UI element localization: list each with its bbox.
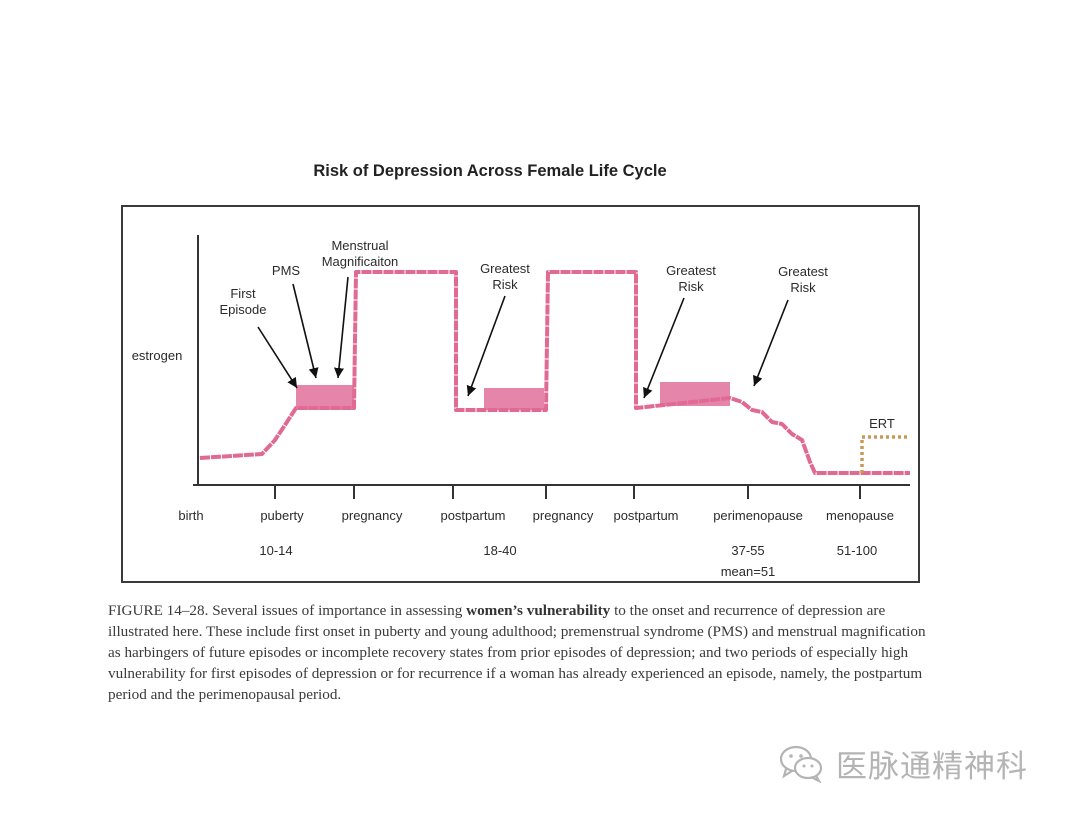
annotation-label: Menstrual <box>331 238 388 253</box>
axes: estrogen <box>132 235 910 486</box>
x-tick-label: birth <box>178 508 203 523</box>
estrogen-curve-layer <box>199 270 910 475</box>
annotation-label: Magnificaiton <box>322 254 399 269</box>
x-tick-label: postpartum <box>440 508 505 523</box>
symptom-block-1 <box>296 385 354 410</box>
ert-line <box>860 435 907 473</box>
chart-frame <box>121 205 920 583</box>
x-tick-label: pregnancy <box>342 508 403 523</box>
watermark: 医脉通精神科 <box>778 740 1028 786</box>
annotation-label: Greatest <box>480 261 530 276</box>
wechat-icon <box>779 745 823 783</box>
annotation-label: Greatest <box>666 263 716 278</box>
annotation-label: Risk <box>678 279 704 294</box>
x-tick-label: pregnancy <box>533 508 594 523</box>
x-range-label: 18-40 <box>483 543 516 558</box>
x-range-label: 37-55 <box>731 543 764 558</box>
symptom-block-2 <box>484 388 544 410</box>
x-ticks: birth puberty pregnancy postpartum pregnancy… <box>178 485 894 579</box>
annotation-arrow <box>257 326 298 389</box>
annotation-label: Greatest <box>778 264 828 279</box>
x-tick-label: perimenopause <box>713 508 803 523</box>
x-range-label: 10-14 <box>259 543 292 558</box>
annotation-label: Risk <box>492 277 518 292</box>
figure-caption: FIGURE 14–28. Several issues of importan… <box>108 600 938 705</box>
x-tick-label: menopause <box>826 508 894 523</box>
estrogen-curve <box>199 270 910 475</box>
x-range-label: 51-100 <box>837 543 877 558</box>
annotation-label: First <box>230 286 256 301</box>
annotation-label: PMS <box>272 263 301 278</box>
annotation-arrow <box>292 283 319 379</box>
caption-suffix: to the onset and recurrence of depressio… <box>108 602 926 703</box>
perimenopause-mean-label: mean=51 <box>721 564 776 579</box>
annotation-arrow <box>334 276 349 379</box>
caption-bold: women’s vulnerability <box>466 602 611 619</box>
annotation-arrow <box>466 295 506 397</box>
annotation-label: Risk <box>790 280 816 295</box>
caption-prefix: FIGURE 14–28. Several issues of importan… <box>108 602 467 619</box>
x-tick-label: puberty <box>260 508 304 523</box>
y-axis-label: estrogen <box>132 348 183 363</box>
annotation-label: Episode <box>220 302 267 317</box>
annotation-arrow <box>753 299 789 387</box>
x-tick-label: postpartum <box>613 508 678 523</box>
watermark-text: 医脉通精神科 <box>836 748 1028 785</box>
chart-title: Risk of Depression Across Female Life Cy… <box>313 162 667 180</box>
annotation-arrow <box>643 297 685 399</box>
annotation-label: ERT <box>869 416 895 431</box>
